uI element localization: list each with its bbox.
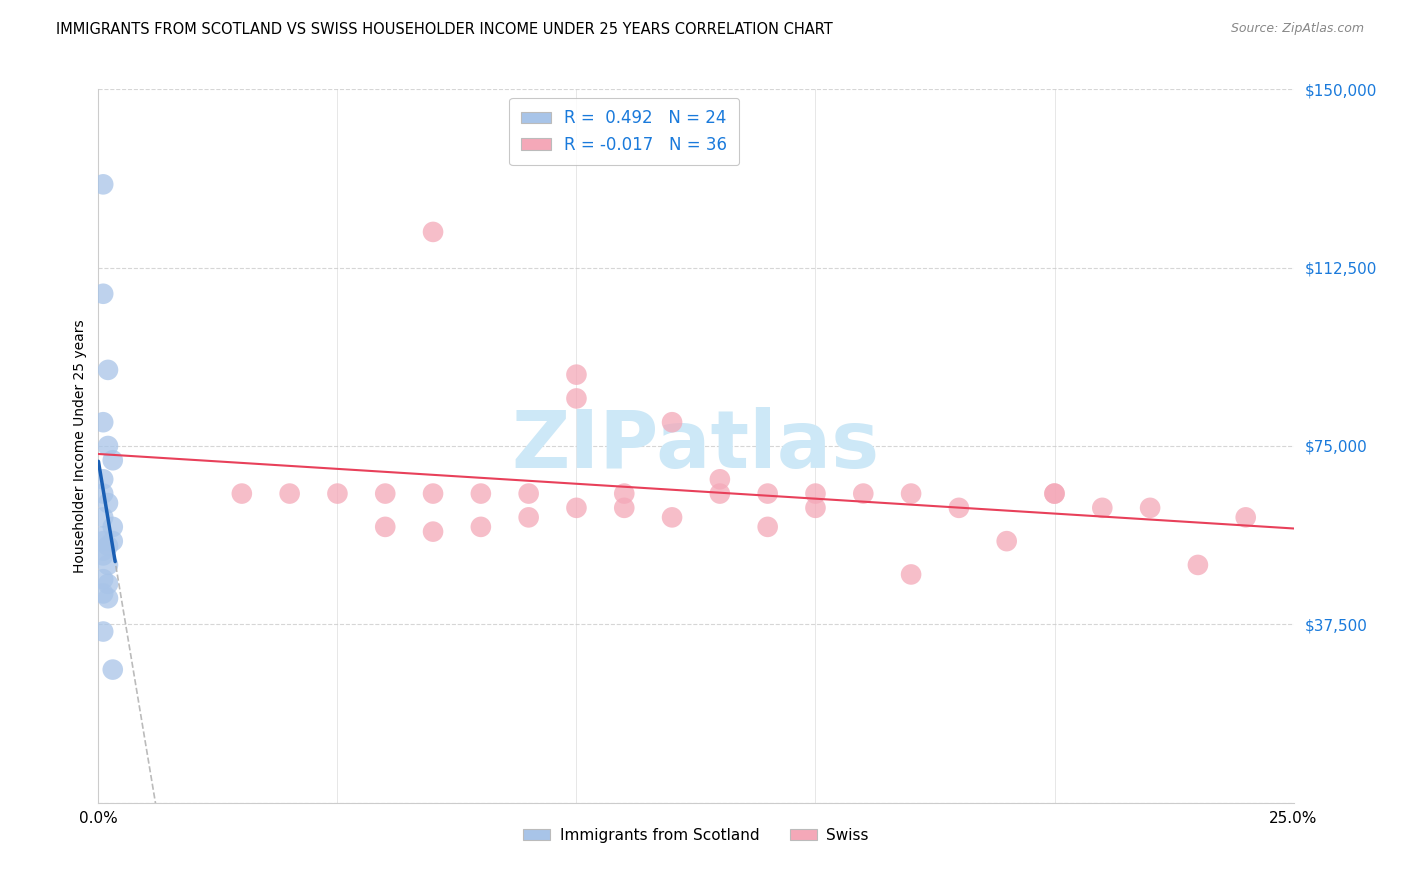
Point xyxy=(613,500,636,515)
Point xyxy=(91,543,114,558)
Point xyxy=(97,558,120,572)
Point xyxy=(91,572,114,586)
Point xyxy=(517,510,540,524)
Point xyxy=(97,496,120,510)
Point xyxy=(804,486,827,500)
Point xyxy=(709,486,731,500)
Point xyxy=(91,286,114,301)
Point xyxy=(91,415,114,429)
Point xyxy=(374,520,396,534)
Point xyxy=(97,439,120,453)
Text: ZIPatlas: ZIPatlas xyxy=(512,407,880,485)
Y-axis label: Householder Income Under 25 years: Householder Income Under 25 years xyxy=(73,319,87,573)
Point xyxy=(101,453,124,467)
Point xyxy=(97,539,120,553)
Text: Source: ZipAtlas.com: Source: ZipAtlas.com xyxy=(1230,22,1364,36)
Point xyxy=(97,363,120,377)
Point xyxy=(91,486,114,500)
Point xyxy=(91,510,114,524)
Point xyxy=(756,520,779,534)
Point xyxy=(422,486,444,500)
Point xyxy=(565,368,588,382)
Point xyxy=(900,567,922,582)
Point xyxy=(613,486,636,500)
Point xyxy=(1234,510,1257,524)
Point xyxy=(91,549,114,563)
Point xyxy=(422,524,444,539)
Point xyxy=(948,500,970,515)
Point xyxy=(470,520,492,534)
Point xyxy=(326,486,349,500)
Point xyxy=(91,534,114,549)
Point xyxy=(91,529,114,543)
Point xyxy=(278,486,301,500)
Point xyxy=(91,178,114,192)
Point xyxy=(517,486,540,500)
Point xyxy=(1091,500,1114,515)
Point xyxy=(231,486,253,500)
Point xyxy=(565,392,588,406)
Point xyxy=(900,486,922,500)
Point xyxy=(804,500,827,515)
Point xyxy=(97,577,120,591)
Point xyxy=(101,520,124,534)
Point xyxy=(1043,486,1066,500)
Point xyxy=(1187,558,1209,572)
Point xyxy=(1139,500,1161,515)
Point xyxy=(91,472,114,486)
Legend: Immigrants from Scotland, Swiss: Immigrants from Scotland, Swiss xyxy=(517,822,875,848)
Point xyxy=(661,510,683,524)
Point xyxy=(709,472,731,486)
Point xyxy=(91,586,114,600)
Point xyxy=(661,415,683,429)
Point xyxy=(852,486,875,500)
Point xyxy=(422,225,444,239)
Point xyxy=(101,534,124,549)
Text: IMMIGRANTS FROM SCOTLAND VS SWISS HOUSEHOLDER INCOME UNDER 25 YEARS CORRELATION : IMMIGRANTS FROM SCOTLAND VS SWISS HOUSEH… xyxy=(56,22,832,37)
Point xyxy=(995,534,1018,549)
Point xyxy=(91,624,114,639)
Point xyxy=(756,486,779,500)
Point xyxy=(1043,486,1066,500)
Point xyxy=(97,591,120,606)
Point xyxy=(101,663,124,677)
Point xyxy=(374,486,396,500)
Point xyxy=(470,486,492,500)
Point xyxy=(565,500,588,515)
